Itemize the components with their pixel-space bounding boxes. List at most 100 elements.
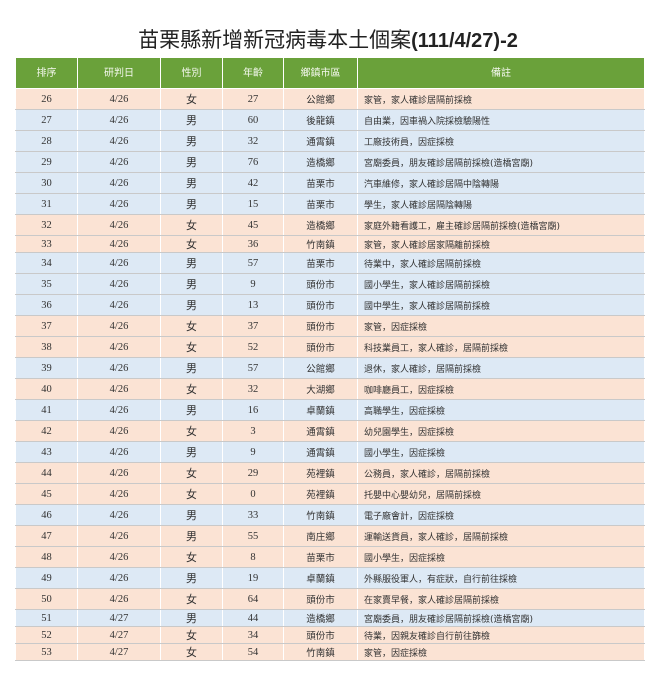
cell-date: 4/26 <box>77 504 161 526</box>
cell-date: 4/26 <box>77 567 161 589</box>
cell-age: 9 <box>222 273 284 295</box>
cell-no: 51 <box>15 609 78 627</box>
cell-age: 29 <box>222 462 284 484</box>
cell-age: 9 <box>222 441 284 463</box>
cell-age: 16 <box>222 399 284 421</box>
cell-note: 科技業員工，家人確診，居隔前採檢 <box>357 336 645 358</box>
cell-district: 南庄鄉 <box>283 525 358 547</box>
table-row: 35 4/26 男 9 頭份市 國小學生，家人確診居隔前採檢 <box>15 273 645 295</box>
table-row: 41 4/26 男 16 卓蘭鎮 高職學生，因症採檢 <box>15 399 645 421</box>
cell-date: 4/26 <box>77 151 161 173</box>
cell-district: 造橋鄉 <box>283 214 358 236</box>
table-row: 34 4/26 男 57 苗栗市 待業中，家人確診居隔前採檢 <box>15 252 645 274</box>
table-row: 36 4/26 男 13 頭份市 國中學生，家人確診居隔前採檢 <box>15 294 645 316</box>
cell-age: 27 <box>222 88 284 110</box>
cell-note: 運輸送貨員，家人確診，居隔前採檢 <box>357 525 645 547</box>
table-row: 28 4/26 男 32 通霄鎮 工廠技術員，因症採檢 <box>15 130 645 152</box>
table-row: 42 4/26 女 3 通霄鎮 幼兒園學生，因症採檢 <box>15 420 645 442</box>
table-row: 48 4/26 女 8 苗栗市 國小學生，因症採檢 <box>15 546 645 568</box>
cell-no: 40 <box>15 378 78 400</box>
cell-no: 27 <box>15 109 78 131</box>
cell-note: 國中學生，家人確診居隔前採檢 <box>357 294 645 316</box>
cell-district: 頭份市 <box>283 315 358 337</box>
cell-date: 4/26 <box>77 420 161 442</box>
cell-no: 34 <box>15 252 78 274</box>
cell-district: 通霄鎮 <box>283 441 358 463</box>
table-row: 49 4/26 男 19 卓蘭鎮 外縣服役軍人，有症狀，自行前往採檢 <box>15 567 645 589</box>
cell-age: 37 <box>222 315 284 337</box>
cell-age: 32 <box>222 378 284 400</box>
cell-no: 52 <box>15 626 78 644</box>
cell-no: 26 <box>15 88 78 110</box>
table-row: 31 4/26 男 15 苗栗市 學生，家人確診居隔陰轉陽 <box>15 193 645 215</box>
cell-note: 家管，家人確診居隔前採檢 <box>357 88 645 110</box>
cell-sex: 男 <box>160 252 223 274</box>
cell-age: 55 <box>222 525 284 547</box>
cell-note: 公務員，家人確診，居隔前採檢 <box>357 462 645 484</box>
cell-no: 43 <box>15 441 78 463</box>
header-age: 年齡 <box>222 57 284 89</box>
cell-sex: 女 <box>160 336 223 358</box>
cell-age: 3 <box>222 420 284 442</box>
cell-date: 4/26 <box>77 214 161 236</box>
cell-date: 4/27 <box>77 643 161 661</box>
cell-district: 苗栗市 <box>283 252 358 274</box>
cell-note: 工廠技術員，因症採檢 <box>357 130 645 152</box>
table-row: 33 4/26 女 36 竹南鎮 家管，家人確診居家隔離前採檢 <box>15 235 645 253</box>
cell-sex: 女 <box>160 378 223 400</box>
cell-date: 4/26 <box>77 88 161 110</box>
cell-sex: 女 <box>160 420 223 442</box>
cell-district: 造橋鄉 <box>283 609 358 627</box>
cell-note: 在家賣早餐，家人確診居隔前採檢 <box>357 588 645 610</box>
cell-district: 後龍鎮 <box>283 109 358 131</box>
cell-district: 大湖鄉 <box>283 378 358 400</box>
cell-sex: 男 <box>160 294 223 316</box>
table-row: 40 4/26 女 32 大湖鄉 咖啡廳員工，因症採檢 <box>15 378 645 400</box>
cell-sex: 男 <box>160 609 223 627</box>
cell-note: 家管，家人確診居家隔離前採檢 <box>357 235 645 253</box>
cell-no: 33 <box>15 235 78 253</box>
cell-date: 4/26 <box>77 378 161 400</box>
cell-date: 4/26 <box>77 546 161 568</box>
cell-no: 42 <box>15 420 78 442</box>
cell-note: 國小學生，家人確診居隔前採檢 <box>357 273 645 295</box>
cell-district: 頭份市 <box>283 336 358 358</box>
cell-note: 咖啡廳員工，因症採檢 <box>357 378 645 400</box>
cell-no: 49 <box>15 567 78 589</box>
cell-sex: 女 <box>160 88 223 110</box>
table-row: 43 4/26 男 9 通霄鎮 國小學生，因症採檢 <box>15 441 645 463</box>
cell-district: 苑裡鎮 <box>283 483 358 505</box>
cell-date: 4/26 <box>77 130 161 152</box>
table-header-row: 排序 研判日 性別 年齡 鄉鎮市區 備註 <box>15 57 645 89</box>
cell-note: 高職學生，因症採檢 <box>357 399 645 421</box>
table-row: 26 4/26 女 27 公館鄉 家管，家人確診居隔前採檢 <box>15 88 645 110</box>
header-note: 備註 <box>357 57 645 89</box>
cell-age: 15 <box>222 193 284 215</box>
table-row: 53 4/27 女 54 竹南鎮 家管，因症採檢 <box>15 643 645 661</box>
cell-no: 53 <box>15 643 78 661</box>
cell-date: 4/26 <box>77 357 161 379</box>
cell-note: 待業，因親友確診自行前往篩檢 <box>357 626 645 644</box>
cell-district: 頭份市 <box>283 588 358 610</box>
cell-date: 4/27 <box>77 626 161 644</box>
cell-age: 34 <box>222 626 284 644</box>
cell-age: 45 <box>222 214 284 236</box>
cell-district: 卓蘭鎮 <box>283 399 358 421</box>
title-text: 苗栗縣新增新冠病毒本土個案 <box>138 28 412 52</box>
cell-district: 竹南鎮 <box>283 504 358 526</box>
cell-district: 竹南鎮 <box>283 235 358 253</box>
cell-age: 13 <box>222 294 284 316</box>
cell-sex: 女 <box>160 462 223 484</box>
cell-no: 30 <box>15 172 78 194</box>
cell-sex: 男 <box>160 357 223 379</box>
cell-sex: 男 <box>160 273 223 295</box>
cell-age: 33 <box>222 504 284 526</box>
cell-district: 苑裡鎮 <box>283 462 358 484</box>
header-district: 鄉鎮市區 <box>283 57 358 89</box>
cell-sex: 男 <box>160 504 223 526</box>
table-row: 32 4/26 女 45 造橋鄉 家庭外籍看護工，雇主確診居隔前採檢(造橋宮廟) <box>15 214 645 236</box>
cell-no: 46 <box>15 504 78 526</box>
cell-no: 44 <box>15 462 78 484</box>
cell-district: 苗栗市 <box>283 546 358 568</box>
cell-date: 4/26 <box>77 525 161 547</box>
